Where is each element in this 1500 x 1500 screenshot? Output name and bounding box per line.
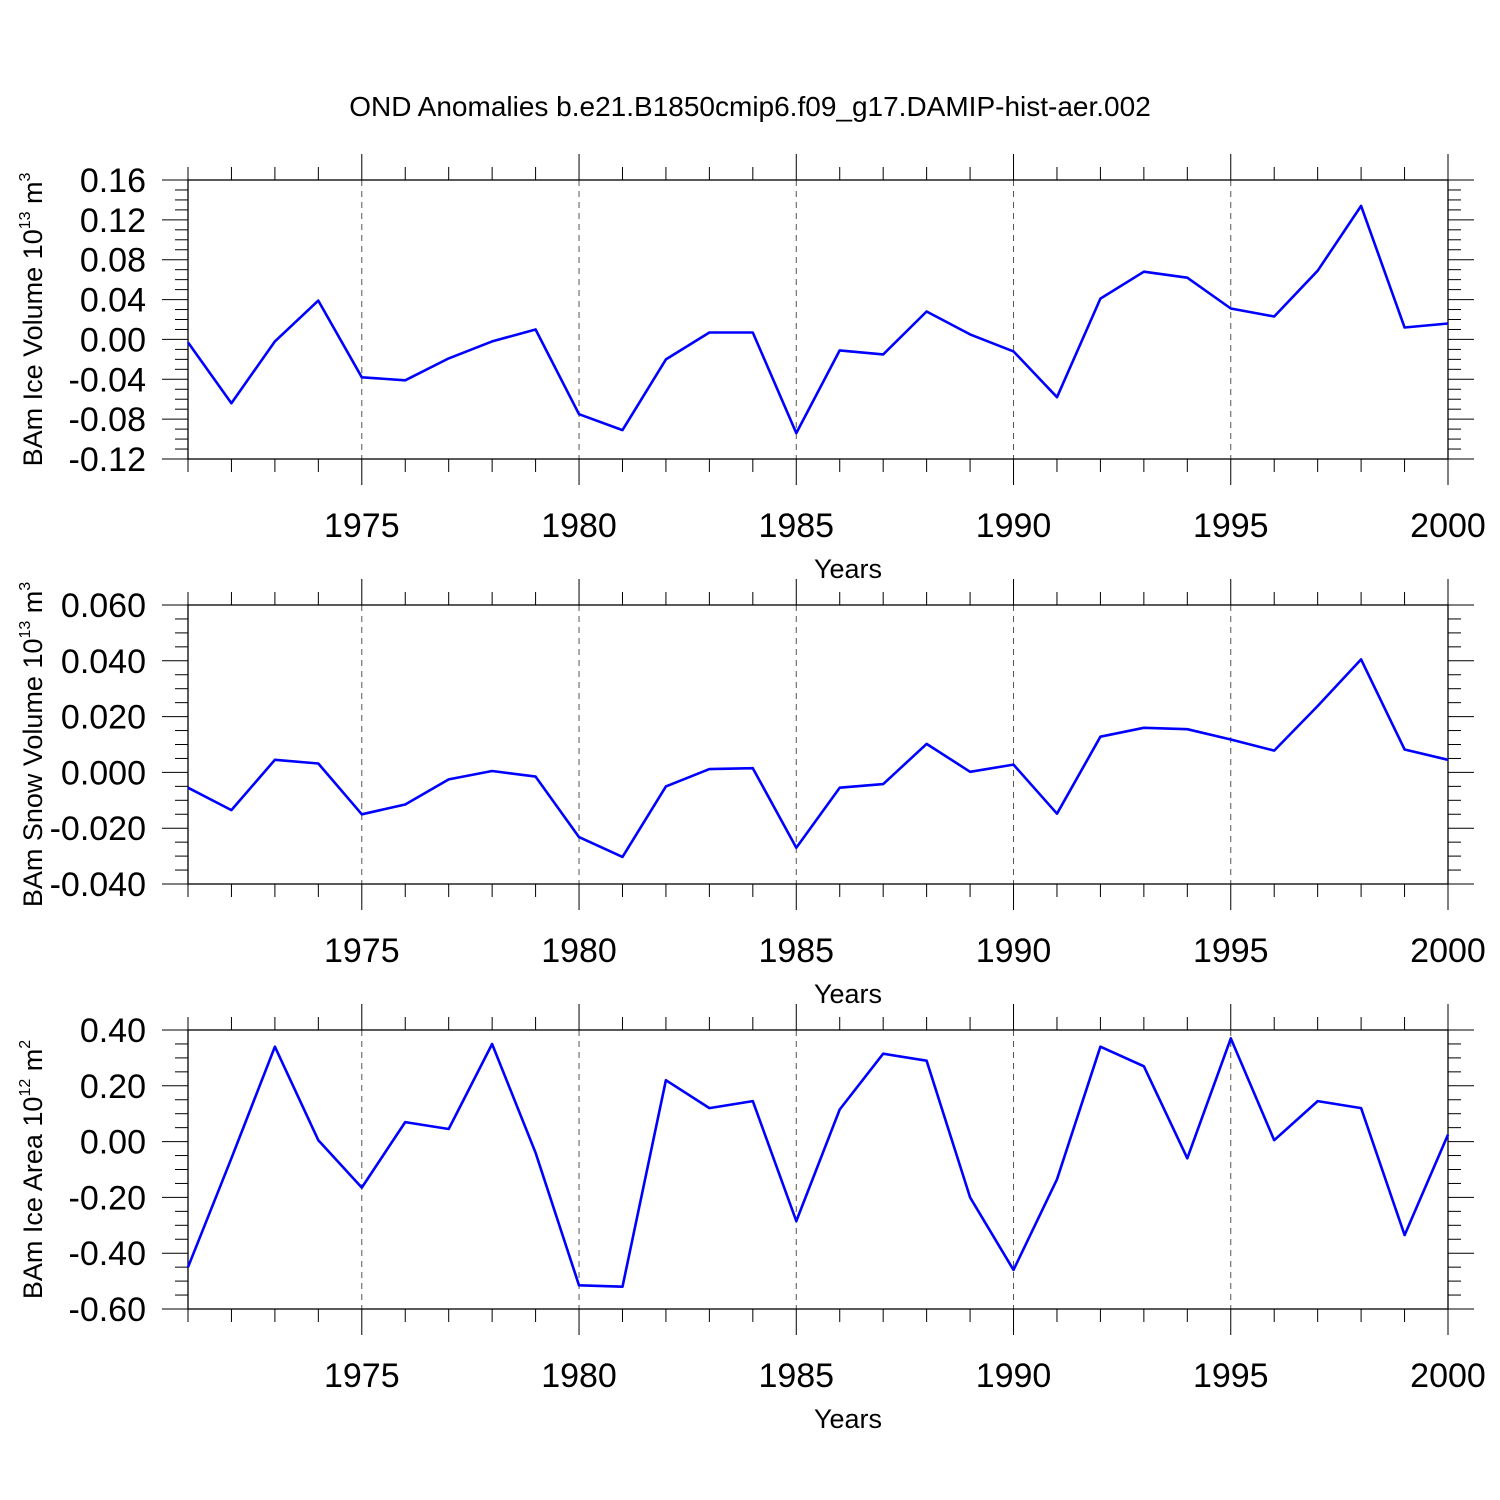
y-tick-label: 0.16: [80, 162, 146, 200]
x-tick-label: 2000: [1410, 932, 1486, 970]
y-tick-label: 0.000: [61, 754, 146, 792]
y-axis-label: BAm Snow Volume 1013 m3: [17, 582, 48, 907]
x-tick-label: 2000: [1410, 507, 1486, 545]
x-tick-label: 1985: [758, 507, 834, 545]
x-tick-label: 1990: [976, 932, 1052, 970]
y-tick-label: -0.04: [69, 361, 147, 399]
x-tick-label: 1980: [541, 932, 617, 970]
x-tick-label: 1990: [976, 507, 1052, 545]
y-axis-label-main: BAm Ice Volume 10: [18, 229, 48, 466]
y-axis-label-main: BAm Snow Volume 10: [18, 639, 48, 908]
y-tick-label: -0.20: [69, 1179, 147, 1217]
x-tick-label: 1990: [976, 1357, 1052, 1395]
y-tick-label: -0.60: [69, 1291, 147, 1329]
x-axis-label: Years: [814, 554, 882, 584]
x-tick-label: 2000: [1410, 1357, 1486, 1395]
y-tick-label: 0.040: [61, 643, 146, 681]
y-tick-label: 0.04: [80, 282, 146, 320]
x-tick-label: 1985: [758, 1357, 834, 1395]
y-axis-label-unit: m: [18, 591, 48, 621]
y-tick-label: -0.08: [69, 401, 147, 439]
y-tick-label: 0.12: [80, 202, 146, 240]
series-line: [186, 204, 1449, 435]
y-axis-label-exponent: 13: [17, 621, 34, 639]
y-axis-label-main: BAm Ice Area 10: [18, 1097, 48, 1300]
x-tick-label: 1985: [758, 932, 834, 970]
y-tick-label: 0.08: [80, 242, 146, 280]
series-line: [187, 658, 1449, 859]
x-tick-label: 1995: [1193, 507, 1269, 545]
x-axis-label: Years: [814, 979, 882, 1009]
series-line: [186, 1037, 1450, 1288]
y-axis-label-unit: m: [18, 1049, 48, 1079]
y-tick-label: 0.00: [80, 321, 146, 359]
y-axis-label-exponent: 12: [17, 1079, 34, 1097]
y-axis-label: BAm Ice Area 1012 m2: [17, 1040, 48, 1299]
y-tick-label: 0.20: [80, 1068, 146, 1106]
y-axis-label-unit: m: [18, 181, 48, 211]
y-tick-label: -0.020: [50, 810, 146, 848]
panel-3: -0.60 -0.40 -0.20 0.00 0.20 0.40 1975 1980 1985 1…: [17, 1004, 1486, 1434]
x-tick-label: 1975: [324, 1357, 400, 1395]
x-tick-label: 1975: [324, 507, 400, 545]
y-tick-label: 0.00: [80, 1124, 146, 1162]
y-tick-label: -0.40: [69, 1235, 147, 1273]
y-axis-label-unit-exponent: 3: [17, 582, 34, 591]
y-tick-label: 0.40: [80, 1012, 146, 1050]
x-tick-label: 1980: [541, 507, 617, 545]
chart-title: OND Anomalies b.e21.B1850cmip6.f09_g17.D…: [349, 91, 1151, 122]
y-axis-label-exponent: 13: [17, 211, 34, 229]
y-axis-label-unit-exponent: 3: [17, 172, 34, 181]
x-tick-label: 1975: [324, 932, 400, 970]
panel-1: -0.12-0.08-0.040.000.040.080.120.16 1975 1…: [17, 154, 1486, 584]
panel-2: -0.040 -0.020 0.000 0.020 0.040 0.060 1975 1980…: [17, 579, 1486, 1009]
y-axis-label-unit-exponent: 2: [17, 1040, 34, 1049]
x-tick-label: 1980: [541, 1357, 617, 1395]
x-tick-label: 1995: [1193, 1357, 1269, 1395]
y-tick-label: 0.020: [61, 699, 146, 737]
x-tick-label: 1995: [1193, 932, 1269, 970]
x-axis-label: Years: [814, 1404, 882, 1434]
y-tick-label: -0.12: [69, 441, 147, 479]
y-axis-label: BAm Ice Volume 1013 m3: [17, 172, 48, 466]
y-tick-label: 0.060: [61, 587, 146, 625]
y-tick-label: -0.040: [50, 866, 146, 904]
